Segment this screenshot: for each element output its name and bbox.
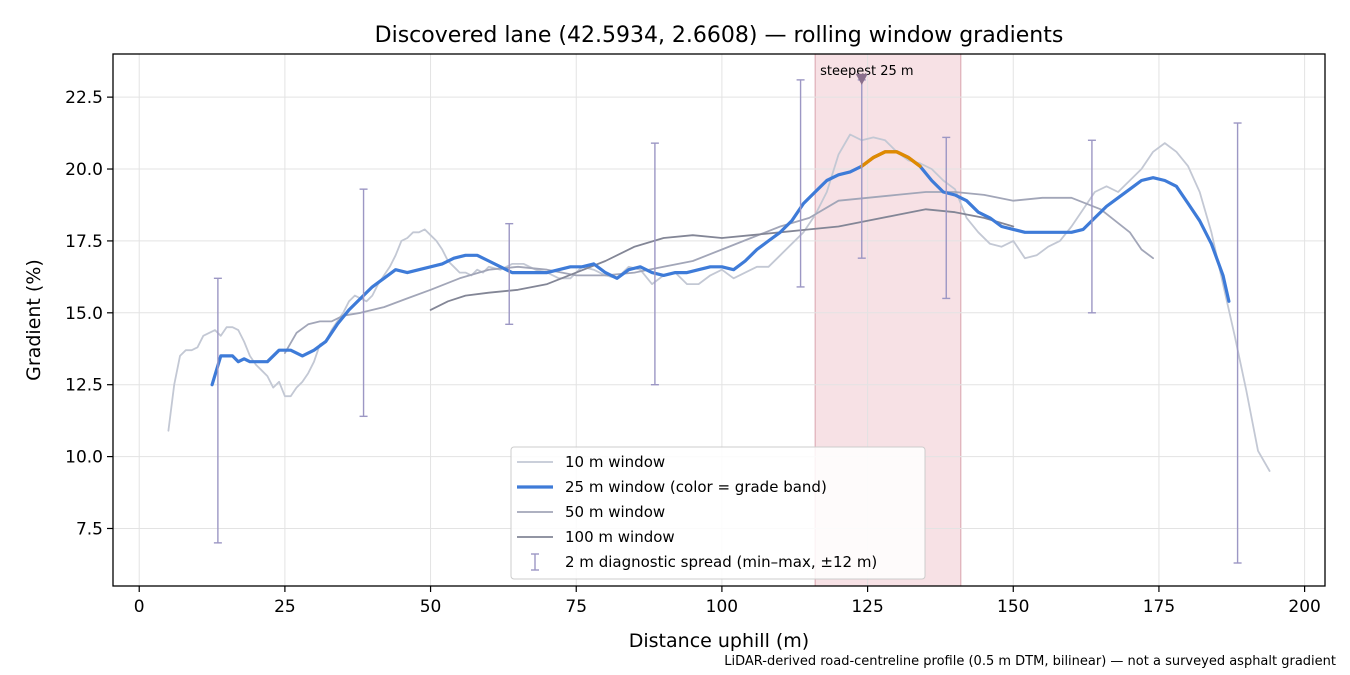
diagnostic-spread-error-bars (213, 79, 1242, 564)
legend: 10 m window 25 m window (color = grade ba… (510, 446, 926, 580)
legend-label: 25 m window (color = grade band) (565, 478, 827, 496)
legend-label: 100 m window (565, 528, 675, 546)
x-tick-label: 100 (706, 597, 738, 617)
error-bar (1087, 139, 1096, 314)
x-axis-label: Distance uphill (m) (629, 630, 809, 652)
series-line-w100 (429, 208, 1015, 311)
legend-box (510, 446, 926, 580)
y-tick-label: 7.5 (76, 519, 103, 539)
series-line-w25-steep-band (860, 150, 922, 168)
y-tick-label: 20.0 (65, 160, 103, 180)
x-tick-label: 125 (851, 597, 883, 617)
legend-entry-w100: 100 m window (517, 528, 675, 546)
y-tick-label: 22.5 (65, 88, 103, 108)
x-tick-label: 0 (134, 597, 145, 617)
legend-entry-w25: 25 m window (color = grade band) (517, 478, 827, 496)
error-bar (1233, 122, 1242, 564)
legend-entry-spread: 2 m diagnostic spread (min–max, ±12 m) (531, 553, 877, 571)
chart-title: Discovered lane (42.5934, 2.6608) — roll… (375, 23, 1064, 48)
y-tick-label: 10.0 (65, 448, 103, 468)
y-tick-label: 15.0 (65, 304, 103, 324)
x-tick-label: 25 (274, 597, 296, 617)
tick-labels: 0 25 50 75 100 125 150 175 200 7.5 10.0 12.5 15.0 17.… (65, 88, 1321, 617)
series-lines (167, 133, 1271, 472)
series-line-w10 (167, 133, 1271, 472)
error-bar (650, 142, 659, 386)
steepest-annotation: steepest 25 m (820, 64, 914, 85)
x-tick-label: 175 (1143, 597, 1175, 617)
y-tick-label: 12.5 (65, 376, 103, 396)
error-bar (213, 277, 222, 544)
error-bar (505, 222, 514, 326)
y-axis-label: Gradient (%) (23, 259, 45, 381)
x-tick-label: 75 (565, 597, 587, 617)
legend-label: 10 m window (565, 453, 665, 471)
steepest-window-label: steepest 25 m (820, 64, 913, 79)
y-tick-label: 17.5 (65, 232, 103, 252)
axes-frame (112, 53, 1326, 587)
steepest-marker (855, 73, 868, 85)
legend-label: 2 m diagnostic spread (min–max, ±12 m) (565, 553, 877, 571)
footnote: LiDAR-derived road-centreline profile (0… (724, 654, 1336, 669)
series-line-w25 (210, 150, 1231, 387)
legend-label: 50 m window (565, 503, 665, 521)
series-line-w50 (283, 191, 1154, 355)
error-bar (359, 188, 368, 418)
x-tick-label: 200 (1288, 597, 1320, 617)
error-bar (942, 136, 951, 300)
error-bar (796, 79, 805, 288)
legend-entry-w10: 10 m window (517, 453, 665, 471)
x-tick-label: 50 (420, 597, 442, 617)
x-tick-label: 150 (997, 597, 1029, 617)
legend-entry-w50: 50 m window (517, 503, 665, 521)
plot-frame (112, 53, 1326, 587)
